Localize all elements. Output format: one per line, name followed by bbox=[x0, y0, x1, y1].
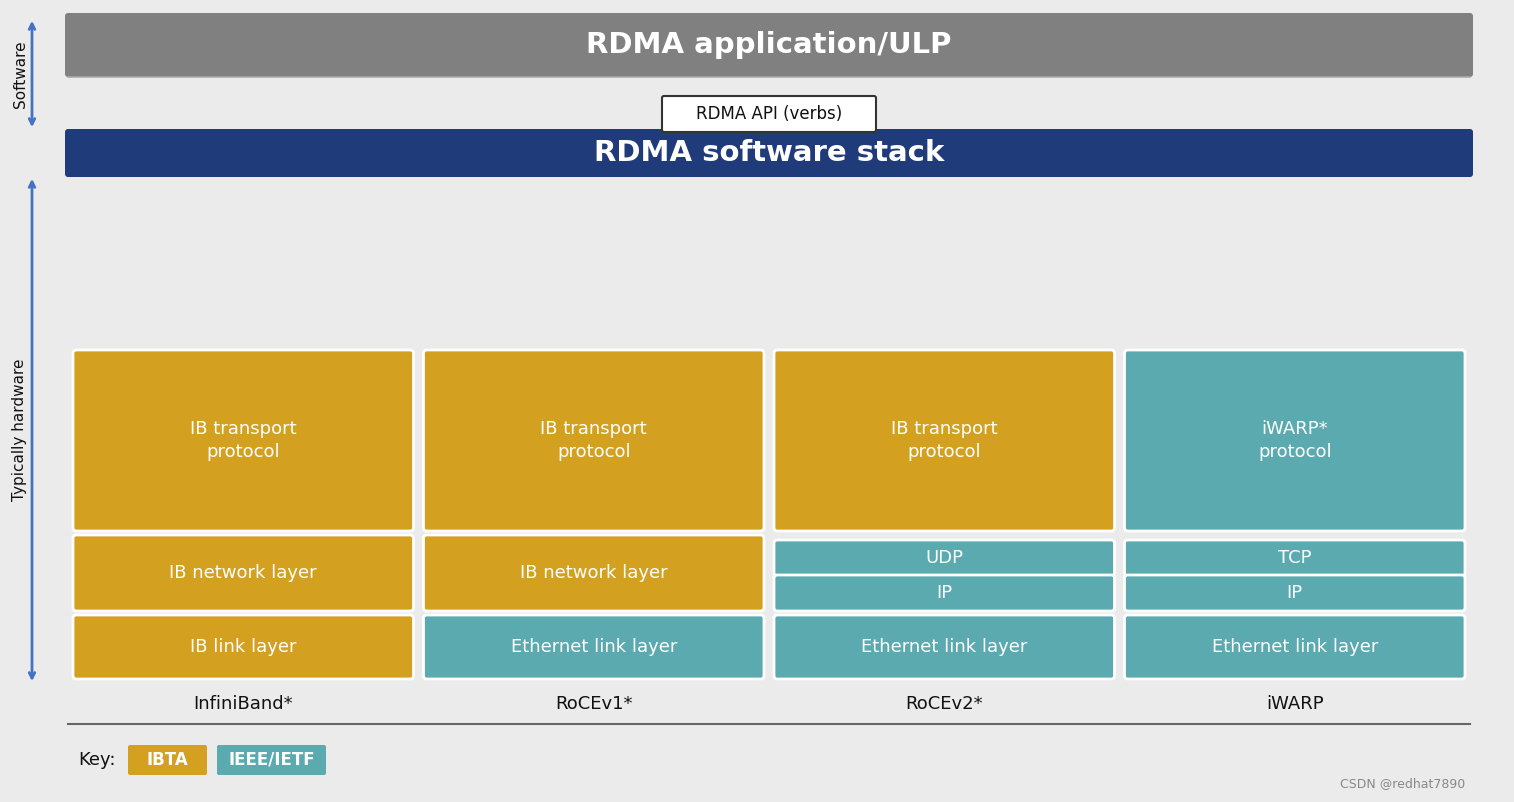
Text: IBTA: IBTA bbox=[147, 751, 188, 769]
Text: IB transport
protocol: IB transport protocol bbox=[540, 419, 646, 461]
Text: IB transport
protocol: IB transport protocol bbox=[890, 419, 998, 461]
Text: Ethernet link layer: Ethernet link layer bbox=[510, 638, 677, 656]
FancyBboxPatch shape bbox=[1125, 350, 1466, 531]
FancyBboxPatch shape bbox=[129, 745, 207, 775]
Text: Ethernet link layer: Ethernet link layer bbox=[1211, 638, 1378, 656]
FancyBboxPatch shape bbox=[662, 96, 877, 132]
Text: Typically hardware: Typically hardware bbox=[12, 358, 27, 501]
Text: IB link layer: IB link layer bbox=[189, 638, 297, 656]
Text: iWARP: iWARP bbox=[1266, 695, 1323, 713]
FancyBboxPatch shape bbox=[73, 350, 413, 531]
FancyBboxPatch shape bbox=[774, 575, 1114, 611]
FancyBboxPatch shape bbox=[73, 535, 413, 611]
FancyBboxPatch shape bbox=[65, 129, 1473, 177]
FancyBboxPatch shape bbox=[217, 745, 326, 775]
FancyBboxPatch shape bbox=[1125, 540, 1466, 576]
Text: Software: Software bbox=[12, 40, 27, 107]
Text: RDMA software stack: RDMA software stack bbox=[593, 139, 945, 167]
FancyBboxPatch shape bbox=[1125, 575, 1466, 611]
Text: RDMA API (verbs): RDMA API (verbs) bbox=[696, 105, 842, 123]
Text: UDP: UDP bbox=[925, 549, 963, 567]
FancyBboxPatch shape bbox=[73, 615, 413, 679]
Text: IB transport
protocol: IB transport protocol bbox=[189, 419, 297, 461]
Text: RDMA application/ULP: RDMA application/ULP bbox=[586, 31, 952, 59]
Text: RoCEv2*: RoCEv2* bbox=[905, 695, 983, 713]
FancyBboxPatch shape bbox=[65, 13, 1473, 77]
Text: IP: IP bbox=[1287, 584, 1304, 602]
FancyBboxPatch shape bbox=[424, 535, 765, 611]
Text: RoCEv1*: RoCEv1* bbox=[556, 695, 633, 713]
FancyBboxPatch shape bbox=[774, 350, 1114, 531]
FancyBboxPatch shape bbox=[774, 615, 1114, 679]
FancyBboxPatch shape bbox=[774, 540, 1114, 576]
Text: IB network layer: IB network layer bbox=[170, 564, 316, 582]
Text: Ethernet link layer: Ethernet link layer bbox=[861, 638, 1028, 656]
FancyBboxPatch shape bbox=[424, 350, 765, 531]
Text: CSDN @redhat7890: CSDN @redhat7890 bbox=[1340, 777, 1466, 790]
Text: iWARP*
protocol: iWARP* protocol bbox=[1258, 419, 1331, 461]
FancyBboxPatch shape bbox=[424, 615, 765, 679]
Text: IEEE/IETF: IEEE/IETF bbox=[229, 751, 315, 769]
Text: IP: IP bbox=[936, 584, 952, 602]
Text: InfiniBand*: InfiniBand* bbox=[194, 695, 294, 713]
Text: Key:: Key: bbox=[79, 751, 115, 769]
Text: IB network layer: IB network layer bbox=[519, 564, 668, 582]
FancyBboxPatch shape bbox=[1125, 615, 1466, 679]
Text: TCP: TCP bbox=[1278, 549, 1311, 567]
